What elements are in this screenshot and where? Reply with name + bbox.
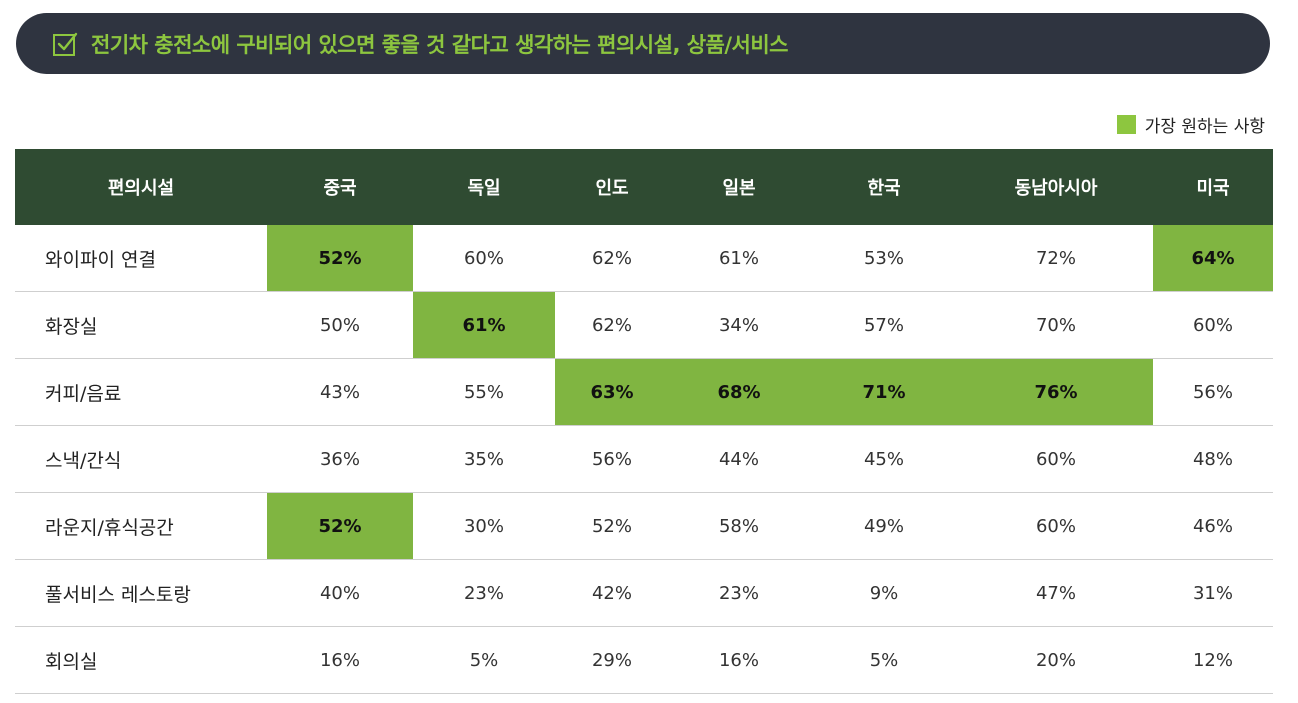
legend-swatch (1116, 115, 1136, 134)
column-header: 한국 (809, 149, 959, 225)
value-cell: 35% (413, 425, 555, 493)
header-row: 편의시설 중국 독일 인도 일본 한국 동남아시아 미국 (15, 149, 1273, 225)
value-cell: 29% (555, 626, 669, 694)
value-cell: 53% (809, 225, 959, 292)
value-cell: 43% (267, 358, 413, 426)
value-cell: 62% (555, 225, 669, 292)
value-cell: 62% (555, 291, 669, 359)
column-header: 독일 (413, 149, 555, 225)
value-cell: 23% (413, 559, 555, 627)
column-header: 중국 (267, 149, 413, 225)
value-cell: 55% (413, 358, 555, 426)
legend-label: 가장 원하는 사항 (1144, 117, 1265, 137)
value-cell: 72% (959, 225, 1153, 292)
highlight-cell: 63% (555, 358, 669, 426)
table-body: 와이파이 연결 52% 60% 62% 61% 53% 72% 64% 화장실 50% 61% 62%… (15, 225, 1273, 694)
value-cell: 60% (959, 425, 1153, 493)
row-label: 커피/음료 (15, 358, 267, 426)
value-cell: 47% (959, 559, 1153, 627)
value-cell: 23% (669, 559, 809, 627)
value-cell: 44% (669, 425, 809, 493)
table-row: 커피/음료 43% 55% 63% 68% 71% 76% 56% (15, 358, 1273, 426)
value-cell: 9% (809, 559, 959, 627)
value-cell: 45% (809, 425, 959, 493)
highlight-cell: 52% (267, 492, 413, 560)
value-cell: 60% (413, 225, 555, 292)
row-label: 회의실 (15, 626, 267, 694)
highlight-cell: 71% (809, 358, 959, 426)
title-bar: 전기차 충전소에 구비되어 있으면 좋을 것 같다고 생각하는 편의시설, 상품… (16, 13, 1270, 74)
value-cell: 48% (1153, 425, 1273, 493)
value-cell: 40% (267, 559, 413, 627)
column-header: 일본 (669, 149, 809, 225)
row-label: 화장실 (15, 291, 267, 359)
column-header: 동남아시아 (959, 149, 1153, 225)
value-cell: 56% (1153, 358, 1273, 426)
value-cell: 61% (669, 225, 809, 292)
legend: 가장 원하는 사항 (1116, 112, 1265, 137)
value-cell: 52% (555, 492, 669, 560)
value-cell: 56% (555, 425, 669, 493)
value-cell: 30% (413, 492, 555, 560)
value-cell: 36% (267, 425, 413, 493)
highlight-cell: 61% (413, 291, 555, 359)
checkbox-check-icon (53, 32, 78, 56)
table-row: 스낵/간식 36% 35% 56% 44% 45% 60% 48% (15, 425, 1273, 493)
highlight-cell: 64% (1153, 225, 1273, 292)
value-cell: 16% (669, 626, 809, 694)
value-cell: 46% (1153, 492, 1273, 560)
table-row: 라운지/휴식공간 52% 30% 52% 58% 49% 60% 46% (15, 492, 1273, 560)
row-label: 스낵/간식 (15, 425, 267, 493)
column-header: 인도 (555, 149, 669, 225)
value-cell: 34% (669, 291, 809, 359)
value-cell: 49% (809, 492, 959, 560)
table-row: 와이파이 연결 52% 60% 62% 61% 53% 72% 64% (15, 225, 1273, 292)
data-table: 편의시설 중국 독일 인도 일본 한국 동남아시아 미국 와이파이 연결 52% 60% 62% 61… (15, 149, 1273, 694)
row-label: 와이파이 연결 (15, 225, 267, 292)
table-row: 회의실 16% 5% 29% 16% 5% 20% 12% (15, 626, 1273, 694)
value-cell: 57% (809, 291, 959, 359)
value-cell: 5% (809, 626, 959, 694)
value-cell: 58% (669, 492, 809, 560)
table-row: 화장실 50% 61% 62% 34% 57% 70% 60% (15, 291, 1273, 359)
table-row: 풀서비스 레스토랑 40% 23% 42% 23% 9% 47% 31% (15, 559, 1273, 627)
highlight-cell: 52% (267, 225, 413, 292)
value-cell: 60% (1153, 291, 1273, 359)
value-cell: 12% (1153, 626, 1273, 694)
page-title: 전기차 충전소에 구비되어 있으면 좋을 것 같다고 생각하는 편의시설, 상품… (91, 32, 789, 57)
value-cell: 42% (555, 559, 669, 627)
value-cell: 31% (1153, 559, 1273, 627)
value-cell: 50% (267, 291, 413, 359)
highlight-cell: 68% (669, 358, 809, 426)
column-header: 편의시설 (15, 149, 267, 225)
column-header: 미국 (1153, 149, 1273, 225)
value-cell: 5% (413, 626, 555, 694)
value-cell: 70% (959, 291, 1153, 359)
value-cell: 60% (959, 492, 1153, 560)
row-label: 풀서비스 레스토랑 (15, 559, 267, 627)
highlight-cell: 76% (959, 358, 1153, 426)
value-cell: 20% (959, 626, 1153, 694)
row-label: 라운지/휴식공간 (15, 492, 267, 560)
value-cell: 16% (267, 626, 413, 694)
